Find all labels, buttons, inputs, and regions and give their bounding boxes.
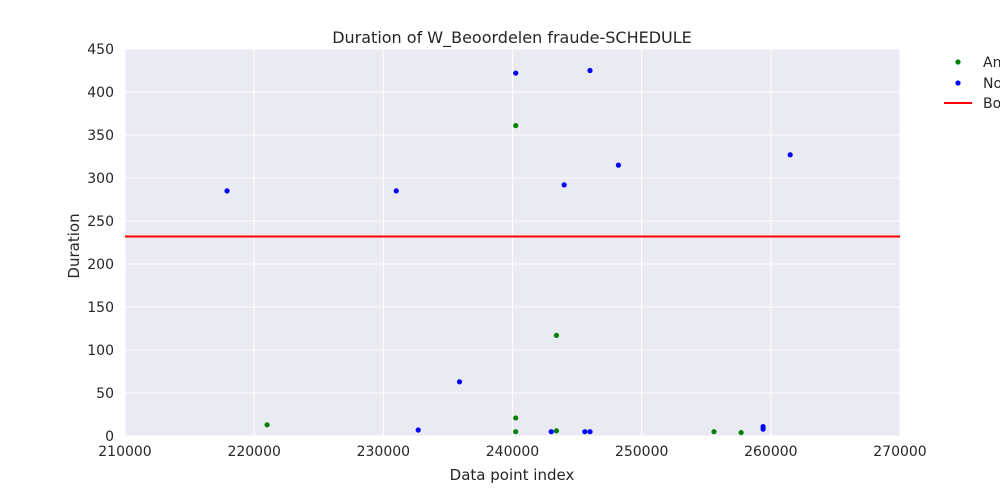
y-tick-label: 400 <box>87 85 114 101</box>
x-tick-label: 240000 <box>486 444 539 460</box>
x-axis-title: Data point index <box>450 466 575 484</box>
data-point-an <box>513 429 519 435</box>
y-tick-label: 100 <box>87 343 114 359</box>
data-points <box>224 67 793 436</box>
grid-lines <box>124 48 901 437</box>
y-tick-label: 250 <box>87 214 114 230</box>
data-point-no <box>224 188 230 194</box>
y-tick-labels: 0 50 100 150 200 250 300 350 400 450 <box>87 42 114 445</box>
x-tick-label: 210000 <box>98 444 151 460</box>
y-tick-label: 150 <box>87 300 114 316</box>
legend-marker <box>955 59 961 65</box>
data-point-no <box>615 162 622 168</box>
data-point-no <box>513 70 519 76</box>
data-point-no <box>587 429 593 435</box>
data-point-an <box>513 122 519 129</box>
data-point-an <box>553 428 560 434</box>
y-tick-label: 350 <box>87 128 114 144</box>
x-tick-label: 220000 <box>227 444 280 460</box>
legend-label: Bo <box>983 96 1000 112</box>
x-tick-label: 250000 <box>615 444 668 460</box>
data-point-an <box>264 422 270 428</box>
y-tick-label: 300 <box>87 171 114 187</box>
data-point-no <box>787 152 793 158</box>
y-tick-label: 450 <box>87 42 114 58</box>
x-tick-labels: 210000 220000 230000 240000 250000 260000 2700… <box>98 444 926 460</box>
data-point-no <box>582 429 588 435</box>
x-tick-label: 270000 <box>873 444 926 460</box>
chart-title: Duration of W_Beoordelen fraude-SCHEDULE <box>332 28 692 48</box>
legend: An No Bo <box>944 55 1000 112</box>
legend-label: No <box>983 76 1000 92</box>
data-point-an <box>553 332 560 338</box>
data-point-no <box>548 429 554 435</box>
data-point-no <box>415 427 421 433</box>
y-axis-title: Duration <box>65 213 83 278</box>
y-tick-label: 200 <box>87 257 114 273</box>
y-tick-label: 50 <box>96 386 114 402</box>
y-tick-label: 0 <box>105 429 114 445</box>
data-point-an <box>711 429 717 435</box>
data-point-an <box>513 415 519 421</box>
x-tick-label: 230000 <box>357 444 410 460</box>
data-point-no <box>561 182 567 188</box>
x-tick-label: 260000 <box>744 444 797 460</box>
data-point-no <box>393 188 399 194</box>
data-point-no <box>587 67 593 74</box>
data-point-no <box>456 379 463 385</box>
data-point-an <box>738 429 744 436</box>
data-point-no <box>760 426 766 432</box>
legend-marker <box>955 80 961 86</box>
legend-label: An <box>983 55 1000 71</box>
